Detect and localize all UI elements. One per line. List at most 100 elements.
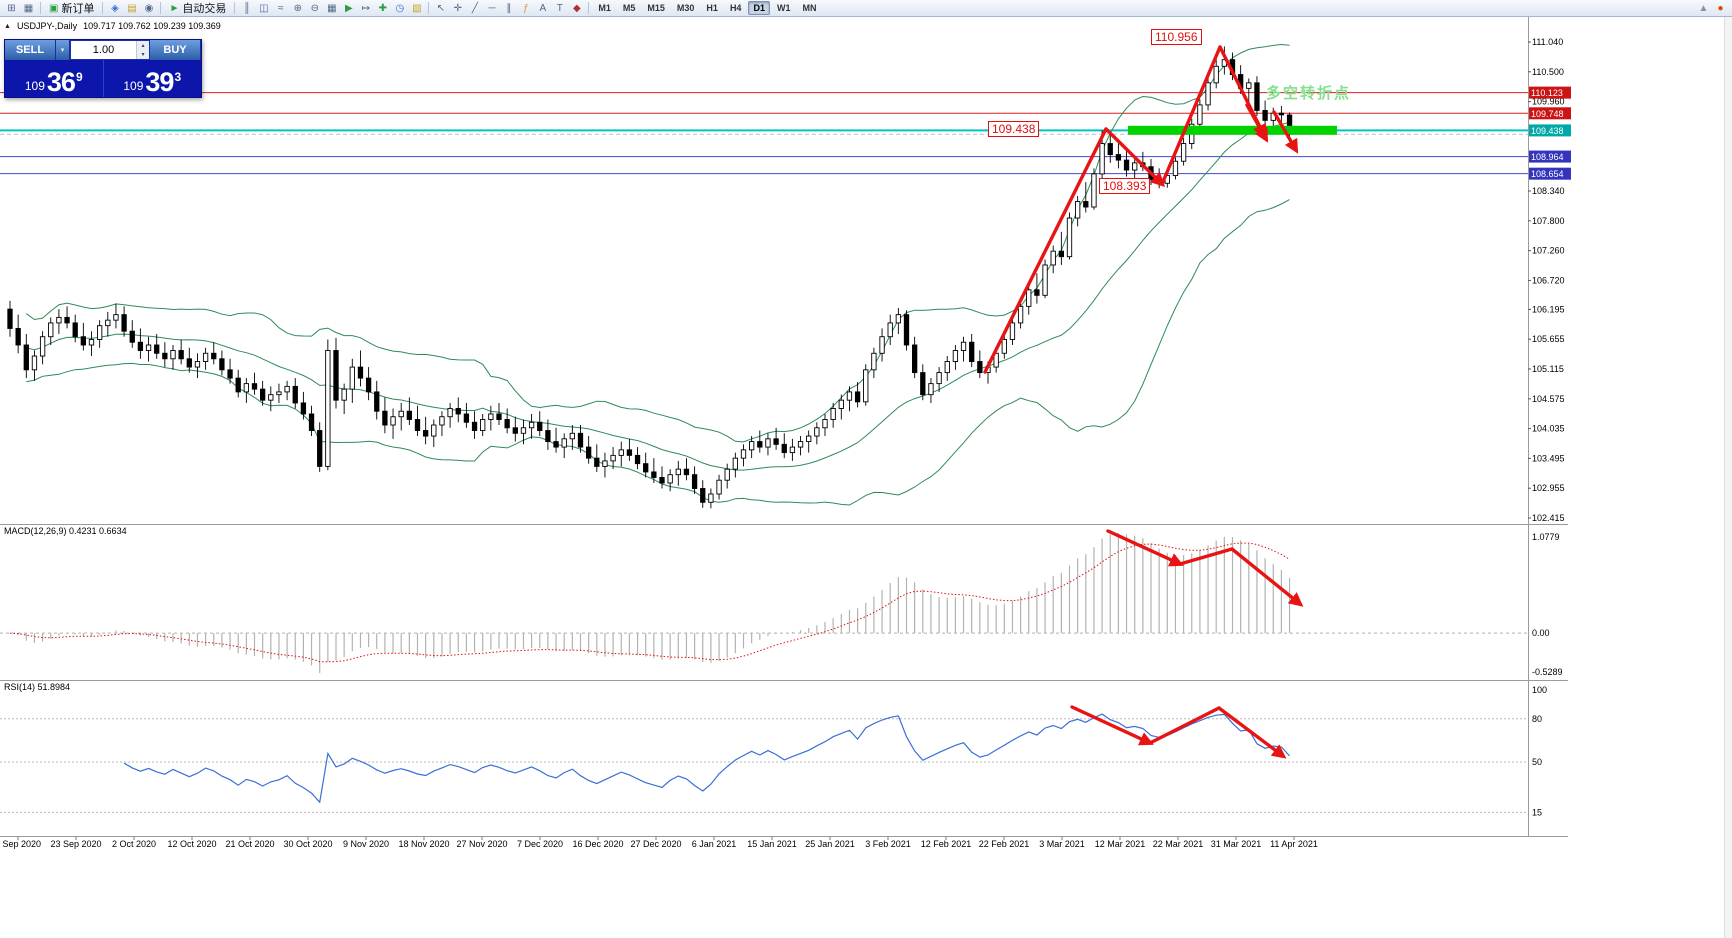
indicators-add-icon[interactable]: ✚ (378, 2, 388, 14)
timeframe-m30[interactable]: M30 (672, 1, 700, 15)
price-label-flag[interactable]: 110.956 (1151, 29, 1202, 45)
macd-trend-arrows (1106, 529, 1304, 607)
svg-text:108.340: 108.340 (1532, 186, 1565, 196)
chart-shift-icon[interactable]: ↦ (361, 2, 371, 14)
bar-chart-icon[interactable]: ║ (243, 2, 251, 14)
candles-layer (7, 46, 1293, 509)
svg-text:80: 80 (1532, 714, 1542, 724)
notification-badge-icon[interactable]: ● (1717, 2, 1724, 14)
text-label-icon[interactable]: T (556, 2, 563, 14)
sell-price-big: 36 (46, 67, 76, 98)
svg-text:27 Dec 2020: 27 Dec 2020 (630, 839, 681, 849)
toolbar-right-group: ▲ ● (1695, 1, 1729, 15)
svg-text:111.040: 111.040 (1532, 37, 1563, 47)
toolbar: ⊞ ▦ ▣ 新订单 ◈ ▤ ◉ ► 自动交易 ║ ◫ ≈ ⊕ ⊖ ▦ ▶ ↦ ✚ ◷ ▧ ↖ ✛ ╱ ─ ∥ ƒ A T… (0, 0, 1732, 17)
price-trend-arrows (983, 45, 1299, 374)
chart-symbol-period: USDJPY-,Daily (16, 21, 78, 31)
svg-text:6 Jan 2021: 6 Jan 2021 (692, 839, 737, 849)
svg-text:104.035: 104.035 (1532, 424, 1565, 434)
support-zone (1128, 125, 1337, 135)
turning-point-annotation[interactable]: 多空转折点 (1266, 85, 1352, 102)
crosshair-icon[interactable]: ✛ (453, 2, 463, 14)
horizontal-line-icon[interactable]: ─ (488, 2, 496, 14)
svg-text:3 Mar 2021: 3 Mar 2021 (1039, 839, 1085, 849)
volume-step-down-icon[interactable]: ▾ (137, 50, 149, 59)
zoom-in-icon[interactable]: ⊕ (293, 2, 303, 14)
arrows-dropdown-icon[interactable]: ◆ (573, 2, 581, 14)
svg-text:108.654: 108.654 (1531, 169, 1564, 179)
toolbar-separator (234, 2, 236, 14)
svg-text:110.500: 110.500 (1532, 67, 1564, 77)
volume-input[interactable] (71, 41, 136, 59)
timeframe-m5[interactable]: M5 (618, 1, 641, 15)
zoom-out-icon[interactable]: ⊖ (310, 2, 320, 14)
svg-text:2 Oct 2020: 2 Oct 2020 (112, 839, 156, 849)
svg-text:106.195: 106.195 (1532, 304, 1565, 314)
auto-trading-label: 自动交易 (182, 3, 227, 15)
svg-text:9 Nov 2020: 9 Nov 2020 (343, 839, 389, 849)
timeframe-mn[interactable]: MN (797, 1, 821, 15)
price-label-flag[interactable]: 109.438 (988, 121, 1040, 137)
new-chart-icon[interactable]: ⊞ (7, 2, 16, 14)
chart-marker-icon: ▲ (4, 22, 11, 30)
sell-button[interactable]: SELL (5, 40, 56, 60)
timeframe-m15[interactable]: M15 (642, 1, 670, 15)
trendline-icon[interactable]: ╱ (471, 2, 478, 14)
market-watch-icon[interactable]: ◈ (111, 2, 119, 14)
svg-text:15 Jan 2021: 15 Jan 2021 (747, 839, 797, 849)
svg-text:50: 50 (1532, 757, 1542, 767)
line-chart-icon[interactable]: ≈ (278, 2, 284, 14)
toolbar-panels-group: ◈ ▤ ◉ (106, 1, 157, 15)
templates-icon[interactable]: ▧ (412, 2, 422, 14)
timeframe-d1[interactable]: D1 (748, 1, 770, 15)
data-window-icon[interactable]: ▤ (127, 2, 137, 14)
toolbar-separator (102, 2, 104, 14)
chart-scroll-icon[interactable]: ▲ (1698, 2, 1709, 14)
sell-price[interactable]: 109 36 9 (5, 60, 104, 97)
price-label-flag[interactable]: 108.393 (1099, 178, 1151, 194)
timeframe-m1[interactable]: M1 (593, 1, 616, 15)
auto-trading-button[interactable]: ► 自动交易 (164, 1, 231, 16)
timeframe-h1[interactable]: H1 (701, 1, 723, 15)
chart-ohlc-values: 109.717 109.762 109.239 109.369 (83, 21, 221, 31)
svg-text:105.115: 105.115 (1532, 364, 1564, 374)
volume-steppers: ▴ ▾ (136, 41, 149, 59)
toolbar-separator (160, 2, 162, 14)
svg-text:7 Dec 2020: 7 Dec 2020 (517, 839, 563, 849)
macd-signal-line (9, 542, 1290, 663)
vertical-scrollbar[interactable] (1724, 17, 1732, 938)
svg-text:109.438: 109.438 (1531, 126, 1564, 136)
svg-text:107.800: 107.800 (1532, 216, 1565, 226)
volume-step-up-icon[interactable]: ▴ (137, 41, 149, 50)
timeframe-h4[interactable]: H4 (725, 1, 747, 15)
new-order-button[interactable]: ▣ 新订单 (44, 1, 99, 16)
timeframe-w1[interactable]: W1 (772, 1, 796, 15)
tile-windows-icon[interactable]: ▦ (327, 2, 337, 14)
rsi-indicator-label: RSI(14) 51.8984 (4, 682, 71, 692)
svg-text:15: 15 (1532, 807, 1542, 817)
buy-price[interactable]: 109 39 3 (104, 60, 202, 97)
chart-profiles-icon[interactable]: ▦ (23, 2, 34, 14)
navigator-icon[interactable]: ◉ (144, 2, 154, 14)
periods-icon[interactable]: ◷ (395, 2, 405, 14)
buy-button[interactable]: BUY (150, 40, 201, 60)
cursor-icon[interactable]: ↖ (436, 2, 446, 14)
buy-price-pip: 3 (174, 70, 182, 84)
order-type-dropdown[interactable]: ▾ (56, 40, 70, 60)
auto-scroll-icon[interactable]: ▶ (345, 2, 353, 14)
svg-text:1.0779: 1.0779 (1532, 532, 1560, 542)
volume-box: ▴ ▾ (71, 41, 149, 59)
text-icon[interactable]: A (539, 2, 547, 14)
svg-text:31 Mar 2021: 31 Mar 2021 (1211, 839, 1262, 849)
fibonacci-icon[interactable]: ƒ (523, 2, 529, 14)
equidistant-channel-icon[interactable]: ∥ (506, 2, 512, 14)
toolbar-timeframes-group: M1 M5 M15 M30 H1 H4 D1 W1 MN (592, 1, 822, 15)
candlestick-chart-icon[interactable]: ◫ (259, 2, 269, 14)
svg-text:107.260: 107.260 (1532, 246, 1565, 256)
svg-text:23 Sep 2020: 23 Sep 2020 (50, 839, 101, 849)
svg-text:109.960: 109.960 (1532, 97, 1565, 107)
svg-text:21 Oct 2020: 21 Oct 2020 (225, 839, 274, 849)
toolbar-chart-group: ║ ◫ ≈ ⊕ ⊖ ▦ ▶ ↦ ✚ ◷ ▧ (238, 1, 425, 15)
